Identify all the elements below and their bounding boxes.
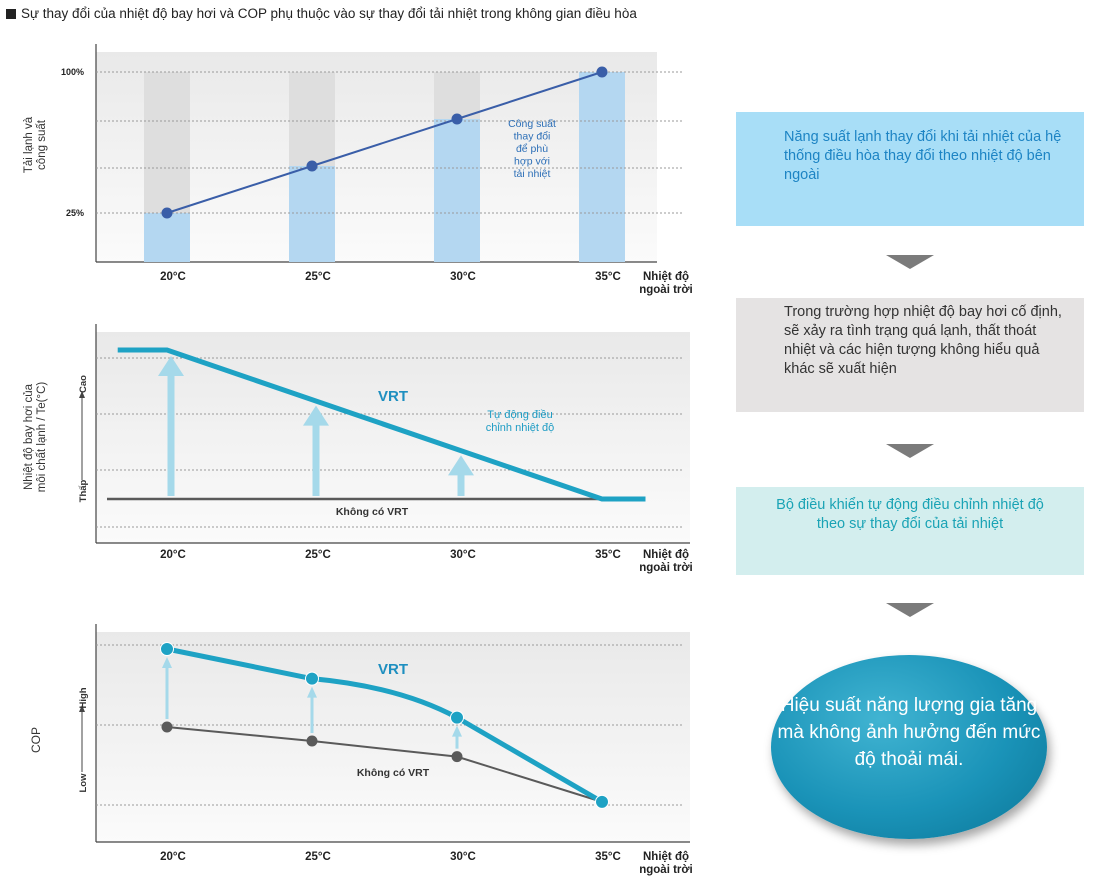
x-tick-label: 20°C: [160, 271, 186, 283]
y-axis-title-group: Tải lạnh và công suất: [23, 116, 48, 173]
data-point: [451, 751, 463, 763]
y-low-label: Low: [78, 773, 89, 793]
data-point: [160, 642, 174, 656]
cop-chart: VRT Không có VRT High Low COP 20°C 25°C 30°C 35°…: [29, 624, 693, 876]
adjustment-arrow-shaft: [457, 474, 465, 496]
x-tick-label: 30°C: [450, 271, 476, 283]
data-point: [595, 794, 609, 809]
capacity-annotation: Công suất: [508, 118, 556, 130]
x-tick-label: 25°C: [305, 851, 331, 863]
y-high-group: High: [78, 687, 89, 708]
heading-text: Sự thay đổi của nhiệt độ bay hơi và COP …: [21, 6, 637, 21]
plot-background: [96, 632, 690, 842]
x-axis-title: Nhiệt độ: [643, 271, 689, 283]
down-triangle-icon: [886, 603, 934, 617]
result-bubble: Hiệu suất năng lượng gia tăng mà không ả…: [771, 655, 1047, 839]
y-low-group: Low: [78, 773, 89, 793]
cop-gain-arrow-head: [452, 725, 462, 737]
x-tick-label: 25°C: [305, 271, 331, 283]
x-axis-title: Nhiệt độ: [643, 549, 689, 561]
figure-heading: Sự thay đổi của nhiệt độ bay hơi và COP …: [6, 6, 637, 21]
y-axis-title: Tải lạnh và: [23, 116, 35, 173]
adjustment-arrow-shaft: [167, 375, 175, 496]
y-high-group: Cao: [78, 375, 89, 393]
y-axis-title: Nhiệt độ bay hơi của: [23, 383, 35, 490]
y-high-label: High: [78, 687, 89, 708]
auto-adjust-annotation: chỉnh nhiệt độ: [486, 422, 555, 434]
vrt-series-label: VRT: [378, 388, 408, 405]
flow-box-auto-control: Bộ điều khiển tự động điều chỉnh nhiệt đ…: [736, 487, 1084, 575]
bar: [144, 213, 190, 262]
y-tick-label: 25%: [66, 208, 84, 218]
y-range-arrow-icon: [79, 705, 85, 712]
y-axis-title: công suất: [36, 119, 48, 170]
vrt-series-label: VRT: [378, 661, 408, 678]
bar: [289, 166, 335, 262]
y-axis-title: COP: [29, 727, 43, 753]
x-axis-title: Nhiệt độ: [643, 851, 689, 863]
x-tick-label: 25°C: [305, 549, 331, 561]
data-point: [451, 113, 463, 125]
auto-adjust-annotation: Tự động điều: [487, 409, 552, 421]
y-low-group: Thấp: [78, 479, 89, 502]
capacity-annotation: tải nhiệt: [514, 168, 551, 180]
cop-gain-arrow-shaft: [455, 735, 459, 749]
no-vrt-line: [166, 726, 603, 803]
adjustment-arrow-head: [158, 356, 184, 376]
y-tick-label: 100%: [61, 67, 84, 77]
adjustment-arrow-head: [448, 455, 474, 476]
data-point: [596, 66, 608, 78]
capacity-line: [166, 71, 603, 214]
y-high-label: Cao: [78, 375, 89, 393]
y-axis-title: môi chất lạnh / Te(°C): [36, 382, 48, 493]
data-point: [161, 207, 173, 219]
flow-box-fixed-temperature: Trong trường hợp nhiệt độ bay hơi cố địn…: [736, 298, 1084, 412]
data-point: [306, 160, 318, 172]
x-axis-title: ngoài trời: [639, 284, 693, 296]
heading-square-icon: [6, 8, 16, 19]
y-range-marker: Cao Thấp: [78, 375, 89, 503]
cop-gain-arrow-head: [162, 657, 172, 668]
x-tick-label: 30°C: [450, 549, 476, 561]
no-vrt-series-label: Không có VRT: [336, 506, 409, 518]
bar: [579, 72, 625, 262]
y-axis-title-group: Nhiệt độ bay hơi của môi chất lạnh / Te(°…: [23, 382, 48, 493]
capacity-annotation: hợp với: [514, 156, 550, 168]
y-low-label: Thấp: [78, 479, 89, 502]
x-tick-label: 30°C: [450, 851, 476, 863]
y-range-marker: High Low: [78, 687, 89, 792]
bar: [434, 119, 480, 262]
no-vrt-series-label: Không có VRT: [357, 767, 430, 779]
y-range-arrow-icon: [79, 391, 85, 398]
data-point: [305, 671, 319, 686]
data-point: [306, 735, 318, 747]
adjustment-arrow-head: [303, 405, 329, 426]
cop-gain-arrow-shaft: [310, 696, 314, 734]
x-axis-title: ngoài trời: [639, 562, 693, 574]
capacity-annotation: thay đổi: [514, 131, 551, 143]
x-tick-label: 20°C: [160, 851, 186, 863]
x-axis-title: ngoài trời: [639, 864, 693, 876]
adjustment-arrow-shaft: [312, 424, 320, 496]
x-tick-label: 35°C: [595, 271, 621, 283]
cop-gain-arrow-head: [307, 686, 317, 698]
vrt-line: [117, 347, 646, 502]
down-triangle-icon: [886, 255, 934, 269]
x-tick-label: 20°C: [160, 549, 186, 561]
cop-gain-arrow-shaft: [165, 667, 169, 719]
plot-background: [96, 332, 690, 543]
capacity-annotation: để phù: [516, 143, 548, 155]
data-point: [450, 710, 464, 725]
x-tick-label: 35°C: [595, 549, 621, 561]
data-point: [161, 721, 173, 733]
down-triangle-icon: [886, 444, 934, 458]
flow-box-capacity: Năng suất lạnh thay đổi khi tải nhiệt củ…: [736, 112, 1084, 226]
x-tick-label: 35°C: [595, 851, 621, 863]
